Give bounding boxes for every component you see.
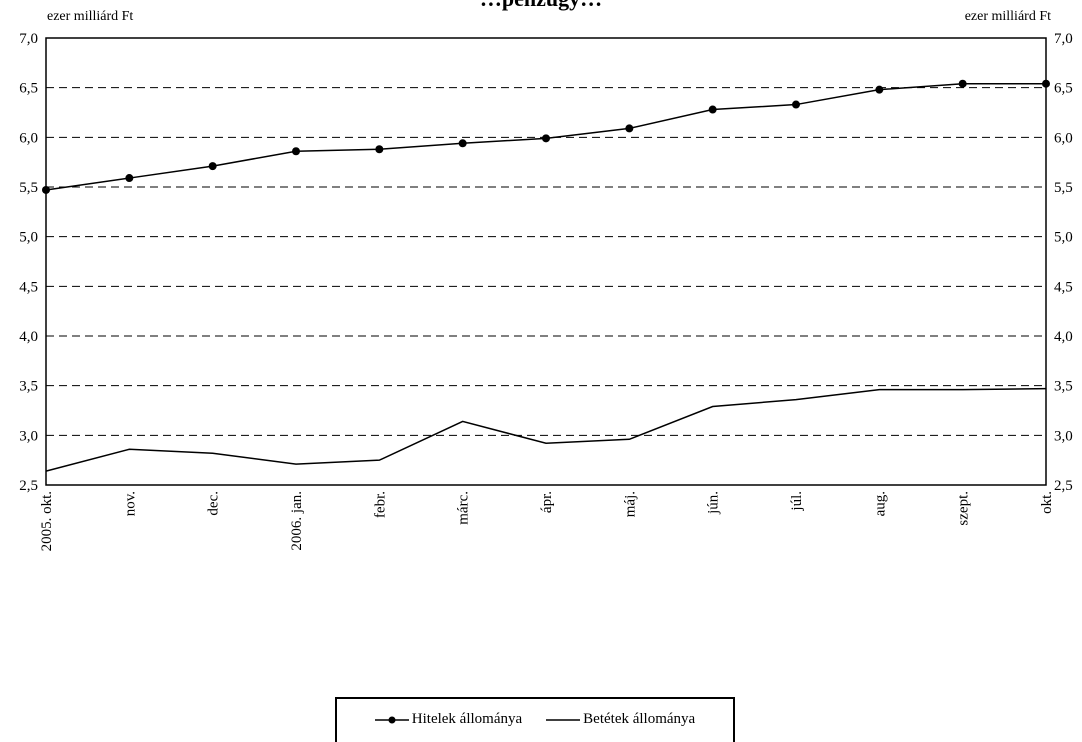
x-tick-label: máj. <box>622 491 638 517</box>
data-point-loans <box>125 174 134 183</box>
data-point-loans <box>375 145 384 154</box>
data-point-loans <box>708 105 717 114</box>
legend-marker-line-dot-icon <box>374 716 409 723</box>
x-tick-label: dec. <box>206 491 222 516</box>
y-tick-label-right: 3,0 <box>1054 428 1073 444</box>
x-tick-label: febr. <box>372 491 388 518</box>
line-chart: 2,5 2,5 3,0 3,0 3,5 3,5 4,0 4,0 4,5 4,5 5,0 5,0 5,5 5… <box>19 31 1073 551</box>
y-tick-label-left: 3,5 <box>19 379 38 395</box>
legend: Hitelek állománya Betétek állománya <box>335 697 735 742</box>
y-tick-label-right: 4,0 <box>1054 329 1073 345</box>
data-point-loans <box>208 162 217 171</box>
data-point-loans <box>958 79 967 88</box>
x-tick-label: okt. <box>1039 491 1055 514</box>
legend-marker-line-icon <box>546 718 581 721</box>
y-tick-label-left: 6,5 <box>19 81 38 97</box>
x-tick-label: aug. <box>872 491 888 516</box>
y-tick-label-right: 3,5 <box>1054 379 1073 395</box>
x-tick-label: nov. <box>122 491 138 516</box>
y-tick-label-left: 7,0 <box>19 31 38 47</box>
legend-label-loans: Hitelek állománya <box>411 711 523 727</box>
data-point-loans <box>292 147 300 156</box>
data-point-loans <box>542 134 550 143</box>
data-point-loans <box>792 100 800 109</box>
y-tick-label-right: 4,5 <box>1054 279 1073 295</box>
y-tick-label-right: 6,0 <box>1054 130 1073 146</box>
y-tick-label-right: 5,0 <box>1054 230 1073 246</box>
data-point-loans <box>1042 79 1050 88</box>
x-tick-label: 2005. okt. <box>39 491 55 551</box>
legend-item-deposits: Betétek állománya <box>546 711 695 728</box>
legend-item-loans: Hitelek állománya <box>374 711 523 728</box>
y-tick-label-left: 5,5 <box>19 180 38 196</box>
y-tick-label-left: 4,0 <box>19 329 38 345</box>
y-tick-label-right: 6,5 <box>1054 81 1073 97</box>
x-tick-label: márc. <box>456 491 472 525</box>
y-axis-unit-left: ezer milliárd Ft <box>47 9 134 24</box>
x-tick-label: 2006. jan. <box>289 491 305 551</box>
y-axis-unit-right: ezer milliárd Ft <box>964 9 1051 24</box>
chart-title: …pénzügy… <box>0 0 1082 12</box>
y-tick-label-right: 2,5 <box>1054 478 1073 494</box>
data-point-loans <box>875 85 884 94</box>
y-tick-label-right: 5,5 <box>1054 180 1073 196</box>
data-point-loans <box>625 124 634 133</box>
y-tick-label-left: 5,0 <box>19 230 38 246</box>
plot-frame <box>45 37 1047 486</box>
series-line-deposits <box>45 387 1047 472</box>
x-tick-label: jún. <box>706 491 722 515</box>
x-tick-label: júl. <box>789 491 805 512</box>
y-tick-label-right: 7,0 <box>1054 31 1073 47</box>
y-tick-label-left: 4,5 <box>19 279 38 295</box>
legend-label-deposits: Betétek állománya <box>583 711 696 727</box>
y-tick-label-left: 3,0 <box>19 428 38 444</box>
y-tick-label-left: 2,5 <box>19 478 38 494</box>
x-tick-label: ápr. <box>539 491 555 513</box>
x-tick-label: szept. <box>956 491 972 526</box>
data-point-loans <box>42 185 50 194</box>
data-point-loans <box>458 139 467 148</box>
y-tick-label-left: 6,0 <box>19 130 38 146</box>
